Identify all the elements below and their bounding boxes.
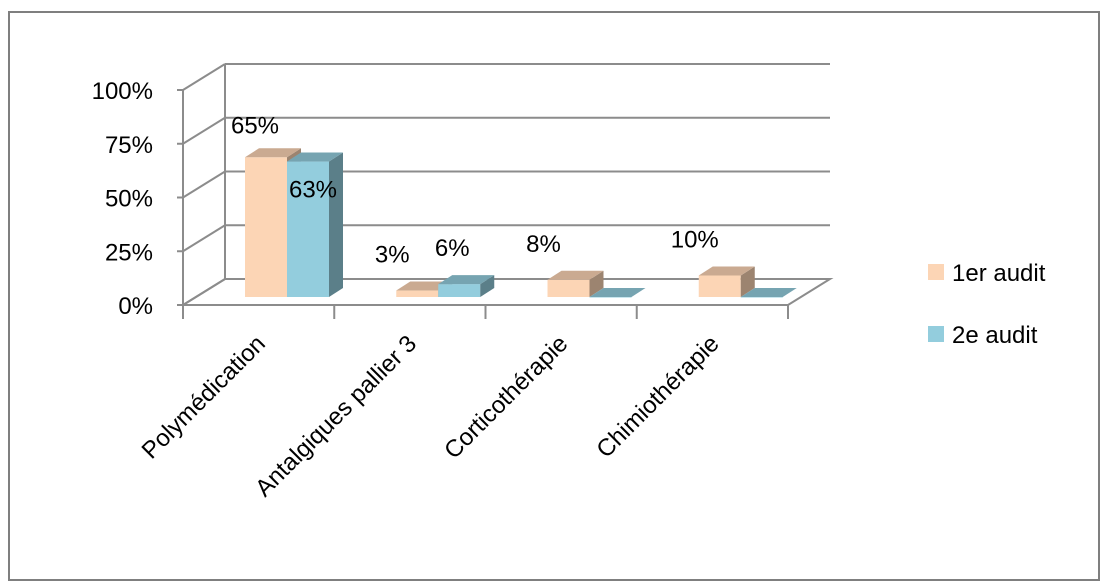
bar-audit2	[287, 152, 343, 297]
bar-audit1	[698, 266, 755, 297]
y-tick-label: 0%	[118, 293, 153, 320]
category-label: Antalgiques pallier 3	[250, 330, 422, 502]
gridline-side	[182, 170, 226, 199]
legend: 1er audit 2e audit	[928, 260, 1046, 349]
y-tick-label: 100%	[92, 78, 153, 105]
bar-top	[740, 288, 797, 297]
data-labels: 65% 63% 3% 6% 8% 10%	[231, 112, 719, 268]
y-axis-ticks: 0% 25% 50% 75% 100%	[92, 78, 183, 320]
gridline-side	[182, 116, 226, 145]
data-label: 6%	[435, 235, 470, 262]
data-label: 3%	[375, 242, 410, 269]
bar-front	[547, 279, 590, 297]
bar-audit2	[740, 288, 797, 298]
bar-front	[589, 297, 632, 298]
bar-front	[396, 290, 439, 297]
bar-front	[245, 157, 287, 297]
legend-label: 2e audit	[952, 322, 1038, 349]
legend-swatch	[928, 326, 944, 342]
gridline-side	[182, 63, 226, 91]
bar-top	[287, 152, 343, 162]
category-label: Chimiothérapie	[591, 330, 724, 463]
y-tick-label: 50%	[105, 186, 153, 213]
bar-top	[698, 266, 755, 276]
bar-front	[438, 284, 481, 297]
y-tick-label: 25%	[105, 239, 153, 266]
bar-front	[740, 297, 783, 298]
bar-side	[740, 266, 755, 297]
bar-top	[438, 275, 495, 285]
bar-side	[480, 275, 495, 297]
data-label: 10%	[671, 227, 719, 254]
y-tick-label: 75%	[105, 132, 153, 159]
legend-swatch	[928, 264, 944, 280]
bar-audit2	[438, 275, 495, 297]
bar-side	[329, 152, 343, 297]
category-label: Corticothérapie	[439, 330, 573, 464]
bar-top	[589, 288, 646, 297]
legend-label: 1er audit	[952, 260, 1046, 287]
bar-top	[547, 270, 604, 280]
axes	[179, 278, 834, 319]
data-label: 65%	[231, 112, 279, 139]
data-label: 8%	[526, 231, 561, 258]
gridline-side	[182, 224, 226, 253]
bar-front	[287, 161, 329, 297]
bar-front	[698, 275, 741, 297]
bar-audit2	[589, 288, 646, 298]
bar-top	[245, 148, 301, 158]
bars	[245, 148, 797, 298]
bar-side	[589, 270, 604, 297]
category-label: Polymédication	[137, 330, 271, 464]
bar-audit1	[547, 270, 604, 297]
data-label: 63%	[289, 177, 337, 204]
